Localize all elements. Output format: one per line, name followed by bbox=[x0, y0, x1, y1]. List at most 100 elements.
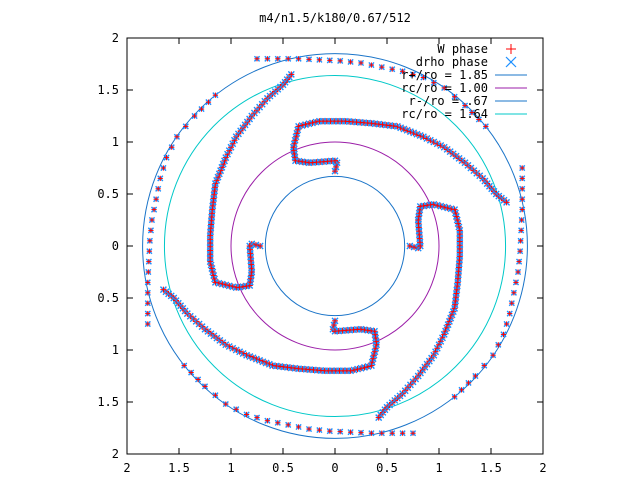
y-tick-label: 0.5 bbox=[97, 291, 119, 305]
data-point bbox=[519, 185, 526, 192]
y-tick-label: 0.5 bbox=[97, 187, 119, 201]
legend-marker-drho-phase bbox=[505, 56, 517, 68]
data-point bbox=[503, 320, 510, 328]
reference-circles bbox=[142, 53, 528, 439]
legend-label-drho-phase: drho phase bbox=[416, 55, 488, 69]
data-point bbox=[295, 423, 302, 431]
data-point bbox=[399, 430, 406, 437]
data-point bbox=[517, 237, 524, 244]
data-point bbox=[155, 185, 162, 192]
reference-circle-2 bbox=[264, 175, 406, 317]
data-point bbox=[182, 123, 189, 130]
x-tick-label: 2 bbox=[539, 461, 546, 475]
data-point bbox=[295, 55, 302, 62]
data-point bbox=[360, 363, 368, 371]
data-point bbox=[512, 279, 520, 286]
data-point bbox=[337, 428, 344, 435]
data-point bbox=[337, 57, 344, 64]
reference-circle-3 bbox=[163, 74, 507, 418]
data-point bbox=[468, 109, 476, 116]
legend-label-w-phase: W phase bbox=[437, 42, 488, 56]
data-point bbox=[305, 56, 313, 63]
data-point bbox=[201, 383, 209, 390]
data-point bbox=[519, 206, 526, 213]
y-tick-label: 1.5 bbox=[97, 395, 119, 409]
legend-label-circle-rc164: rc/ro = 1.64 bbox=[401, 107, 488, 121]
data-point bbox=[316, 56, 323, 63]
data-point bbox=[514, 268, 522, 276]
x-tick-label: 1 bbox=[435, 461, 442, 475]
y-tick-label: 1.5 bbox=[97, 83, 119, 97]
data-point bbox=[368, 430, 375, 437]
y-tick-label: 2 bbox=[112, 31, 119, 45]
data-point bbox=[410, 243, 418, 251]
data-point bbox=[159, 286, 167, 294]
data-point bbox=[253, 414, 261, 421]
data-point bbox=[409, 71, 417, 78]
axis-ticks: 2 1.5 1 0.5 0 0.5 1 1.5 221.510.500.511.52 bbox=[97, 31, 546, 475]
data-point bbox=[144, 320, 151, 328]
data-point bbox=[441, 84, 448, 92]
data-point bbox=[508, 300, 515, 307]
y-tick-label: 0 bbox=[112, 239, 119, 253]
data-point bbox=[188, 369, 195, 376]
data-point bbox=[331, 317, 339, 325]
data-point bbox=[420, 74, 427, 81]
data-point bbox=[160, 164, 167, 172]
x-tick-label: 0 bbox=[331, 461, 338, 475]
data-point bbox=[145, 258, 152, 265]
data-point bbox=[326, 57, 333, 64]
data-point bbox=[330, 321, 338, 329]
data-points bbox=[144, 55, 526, 437]
data-point bbox=[285, 421, 292, 428]
y-tick-label: 1 bbox=[112, 343, 119, 357]
data-point bbox=[368, 61, 375, 69]
data-point bbox=[472, 372, 479, 380]
chart-title: m4/n1.5/k180/0.67/512 bbox=[259, 11, 411, 25]
data-point bbox=[252, 241, 260, 249]
data-point bbox=[451, 93, 458, 100]
legend: W phase drho phase r+/ro = 1.85 rc/ro = … bbox=[401, 42, 527, 121]
data-point bbox=[144, 289, 151, 296]
data-point bbox=[236, 348, 244, 356]
x-tick-label: 0.5 bbox=[376, 461, 398, 475]
data-point bbox=[146, 237, 153, 244]
data-point bbox=[506, 310, 513, 317]
data-point bbox=[222, 400, 229, 408]
data-point bbox=[212, 92, 219, 99]
data-point bbox=[316, 426, 323, 434]
data-point bbox=[173, 133, 181, 140]
data-point bbox=[274, 419, 281, 426]
data-point bbox=[495, 341, 502, 348]
data-point bbox=[500, 331, 507, 338]
data-point bbox=[357, 429, 365, 436]
data-point bbox=[146, 248, 153, 255]
data-point bbox=[253, 55, 261, 62]
data-point bbox=[144, 310, 151, 317]
data-point bbox=[510, 289, 517, 296]
data-point bbox=[264, 55, 271, 62]
data-point bbox=[519, 164, 526, 172]
data-point bbox=[378, 64, 385, 71]
data-point bbox=[264, 417, 271, 424]
data-point bbox=[153, 196, 160, 203]
x-tick-label: 2 bbox=[123, 461, 130, 475]
x-tick-label: 1.5 bbox=[480, 461, 502, 475]
data-point bbox=[274, 55, 281, 62]
data-point bbox=[518, 216, 525, 224]
data-point bbox=[332, 163, 340, 171]
data-point bbox=[163, 154, 170, 161]
data-point bbox=[144, 279, 151, 286]
y-tick-label: 2 bbox=[112, 447, 119, 461]
data-point bbox=[375, 414, 383, 422]
data-point bbox=[519, 196, 526, 203]
data-point bbox=[205, 99, 212, 106]
legend-label-circle-corotation: rc/ro = 1.00 bbox=[401, 81, 488, 95]
data-point bbox=[451, 393, 458, 400]
legend-label-circle-inner: r-/ro = .67 bbox=[409, 94, 488, 108]
data-point bbox=[243, 411, 250, 418]
data-point bbox=[148, 216, 156, 224]
data-point bbox=[430, 79, 437, 86]
data-point bbox=[285, 55, 292, 62]
